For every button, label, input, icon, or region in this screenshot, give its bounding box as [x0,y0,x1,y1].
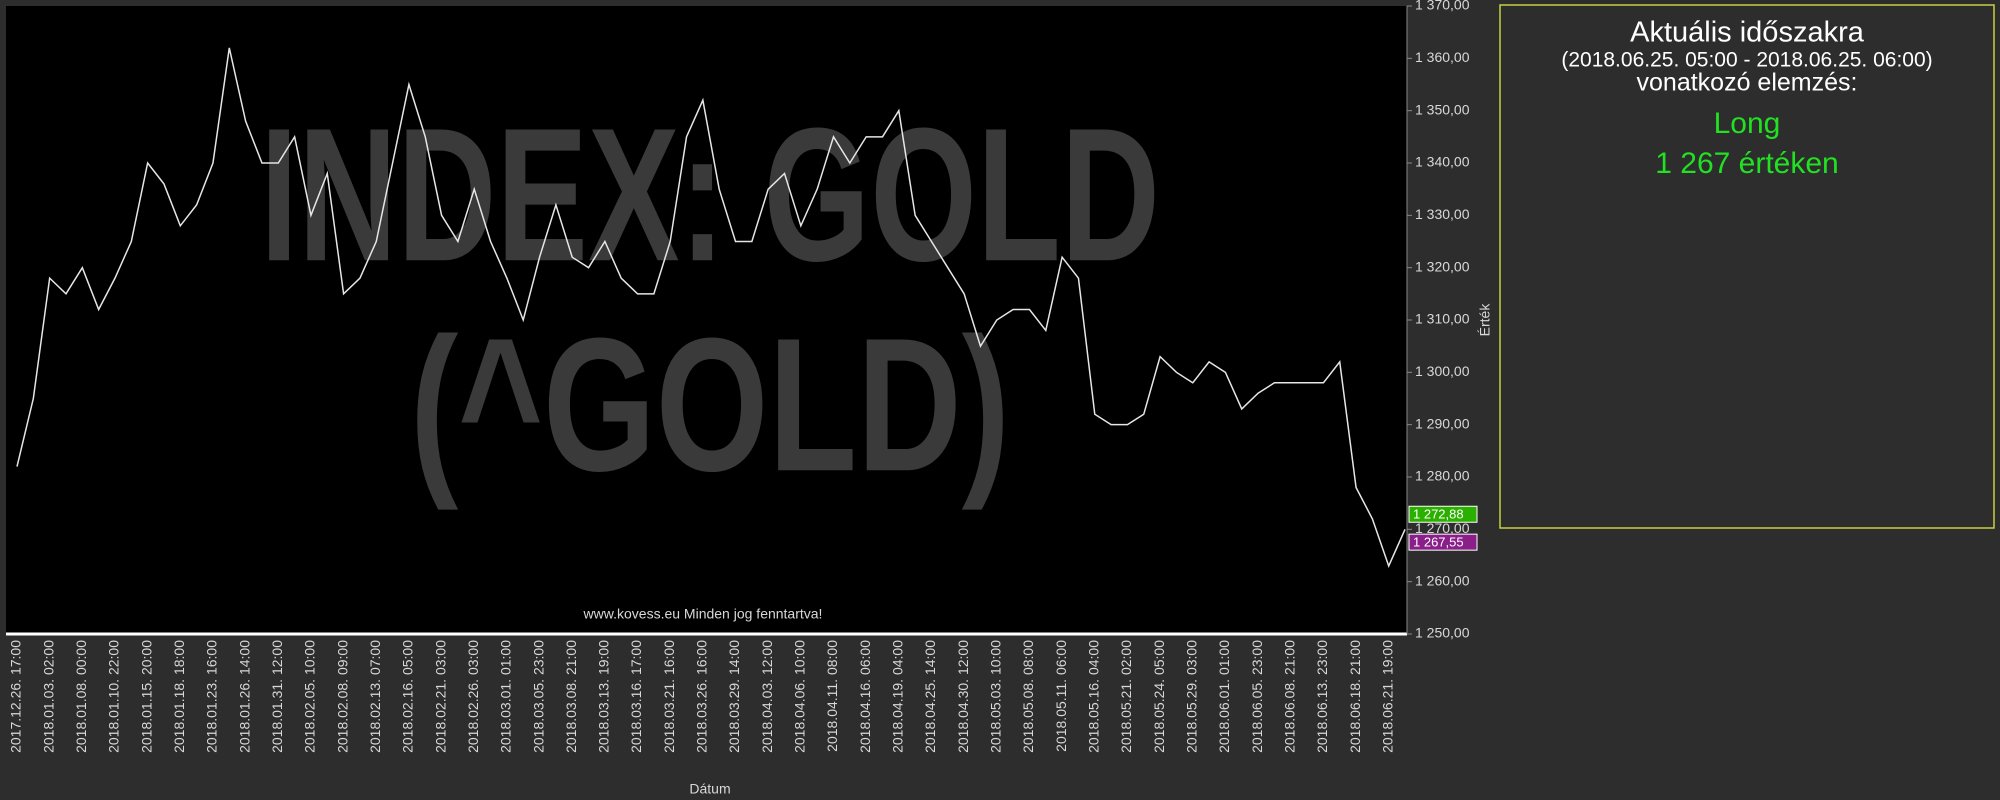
price-line [16,47,1406,569]
y-tick-label: 1 290,00 [1415,415,1470,431]
x-tick-label: 2018.02.26. 03:00 [465,640,481,753]
x-tick-label: 2018.05.08. 08:00 [1020,640,1036,753]
y-axis-label: Érték [1477,303,1493,337]
x-tick-label: 2018.04.30. 12:00 [955,640,971,753]
x-tick-label: 2018.03.26. 16:00 [694,640,710,753]
price-marker [1408,533,1478,551]
x-tick-label: 2018.02.08. 09:00 [334,640,350,753]
y-tick-label: 1 300,00 [1415,363,1470,379]
x-tick-label: 2018.06.18. 21:00 [1347,640,1363,753]
x-tick-label: 2018.01.15. 20:00 [138,640,154,753]
panel-price: 1 267 értéken [1655,147,1838,180]
x-tick-label: 2018.05.16. 04:00 [1085,640,1101,753]
x-tick-label: 2018.01.31. 12:00 [269,640,285,753]
x-tick-label: 2018.04.19. 04:00 [890,640,906,753]
x-tick-label: 2018.01.26. 14:00 [236,640,252,753]
y-tick-label: 1 260,00 [1415,572,1470,588]
x-tick-label: 2018.03.08. 21:00 [563,640,579,753]
y-tick-label: 1 310,00 [1415,311,1470,327]
x-tick-label: 2018.01.23. 16:00 [204,640,220,753]
y-tick-label: 1 350,00 [1415,101,1470,117]
x-tick-label: 2018.02.05. 10:00 [302,640,318,753]
x-tick-label: 2018.05.29. 03:00 [1183,640,1199,753]
panel-subtitle: vonatkozó elemzés: [1637,69,1858,97]
x-tick-label: 2018.02.13. 07:00 [367,640,383,753]
y-tick-label: 1 360,00 [1415,49,1470,65]
x-tick-label: 2018.03.01. 01:00 [498,640,514,753]
x-tick-label: 2018.06.01. 01:00 [1216,640,1232,753]
analysis-panel [1499,4,1995,529]
price-marker-label: 1 267,55 [1413,535,1464,550]
x-tick-label: 2018.06.08. 21:00 [1281,640,1297,753]
x-tick-label: 2018.03.16. 17:00 [628,640,644,753]
y-tick-label: 1 370,00 [1415,0,1470,13]
watermark: (^GOLD) [410,299,1010,511]
x-tick-label: 2018.03.21. 16:00 [661,640,677,753]
price-marker-label: 1 272,88 [1413,507,1464,522]
x-tick-label: 2018.03.29. 14:00 [726,640,742,753]
x-tick-label: 2018.05.03. 10:00 [988,640,1004,753]
watermark: INDEX: GOLD [260,89,1160,301]
y-tick-label: 1 250,00 [1415,625,1470,641]
panel-title: Aktuális időszakra [1630,17,1865,49]
x-tick-label: 2018.06.21. 19:00 [1379,640,1395,753]
x-axis-label: Dátum [689,781,730,797]
x-tick-label: 2018.01.03. 02:00 [40,640,56,753]
panel-signal: Long [1714,107,1781,140]
x-tick-label: 2018.04.03. 12:00 [759,640,775,753]
x-tick-label: 2018.05.11. 06:00 [1053,640,1069,752]
x-tick-label: 2018.02.21. 03:00 [432,640,448,753]
x-tick-label: 2018.05.24. 05:00 [1151,640,1167,753]
y-tick-label: 1 340,00 [1415,154,1470,170]
x-tick-label: 2018.01.10. 22:00 [106,640,122,753]
price-marker [1408,505,1478,523]
y-tick-label: 1 280,00 [1415,468,1470,484]
x-tick-label: 2018.04.06. 10:00 [792,640,808,753]
x-tick-label: 2018.05.21. 02:00 [1118,640,1134,753]
x-tick-label: 2018.04.16. 06:00 [857,640,873,753]
x-tick-label: 2018.06.13. 23:00 [1314,640,1330,753]
x-tick-label: 2018.03.05. 23:00 [530,640,546,753]
y-tick-label: 1 320,00 [1415,258,1470,274]
x-tick-label: 2018.02.16. 05:00 [400,640,416,753]
copyright: www.kovess.eu Minden jog fenntartva! [583,606,823,622]
x-tick-label: 2018.01.18. 18:00 [171,640,187,753]
plot-background [6,6,1407,634]
x-tick-label: 2018.04.25. 14:00 [922,640,938,753]
y-tick-label: 1 330,00 [1415,206,1470,222]
x-tick-label: 2018.06.05. 23:00 [1249,640,1265,753]
x-tick-label: 2018.04.11. 08:00 [824,640,840,752]
panel-period: (2018.06.25. 05:00 - 2018.06.25. 06:00) [1561,49,1932,72]
x-tick-label: 2018.03.13. 19:00 [596,640,612,753]
x-tick-label: 2017.12.26. 17:00 [8,640,24,753]
y-tick-label: 1 270,00 [1415,520,1470,536]
x-tick-label: 2018.01.08. 00:00 [73,640,89,753]
